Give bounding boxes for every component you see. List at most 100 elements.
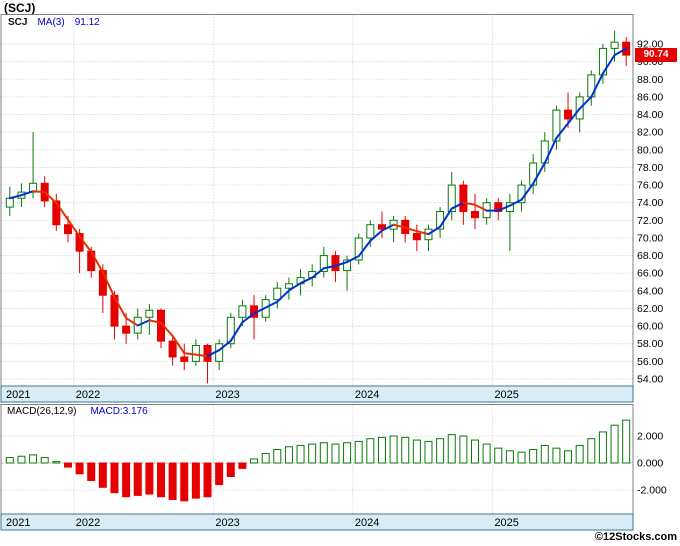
macd-bar-positive xyxy=(552,447,561,464)
candle-up xyxy=(284,283,293,289)
macd-bar-positive xyxy=(424,440,433,464)
macd-bar-positive xyxy=(389,435,398,464)
price-tick-label: 84.00 xyxy=(637,109,663,121)
candle-up xyxy=(552,109,561,142)
macd-bar-positive xyxy=(250,458,259,464)
candle-down xyxy=(564,109,573,120)
candle-down xyxy=(180,356,189,362)
macd-bar-positive xyxy=(447,434,456,464)
candle-down xyxy=(168,340,177,358)
price-tick-label: 80.00 xyxy=(637,144,663,156)
price-tick-label: 88.00 xyxy=(637,74,663,86)
copyright: ©12Stocks.com xyxy=(594,531,677,543)
candle-up xyxy=(354,237,363,261)
year-label: 2024 xyxy=(355,517,379,529)
macd-bar-positive xyxy=(343,442,352,464)
price-tick-label: 70.00 xyxy=(637,232,663,244)
candle-down xyxy=(377,224,386,230)
price-tick-label: 58.00 xyxy=(637,338,663,350)
macd-bar-negative xyxy=(122,462,131,498)
candle-up xyxy=(145,309,154,318)
macd-value: MACD:3.176 xyxy=(90,406,148,417)
year-label: 2025 xyxy=(494,389,518,401)
macd-bar-positive xyxy=(319,442,328,464)
macd-bar-positive xyxy=(412,439,421,464)
macd-bar-positive xyxy=(296,444,305,464)
candle-down xyxy=(122,325,131,334)
macd-plot-border xyxy=(0,404,634,515)
price-tick-label: 78.00 xyxy=(637,162,663,174)
macd-bar-negative xyxy=(145,462,154,495)
candle-down xyxy=(63,224,72,235)
macd-bar-negative xyxy=(87,462,96,482)
price-chart-svg: 2021 2022 2023 2024 202592.0090.0088.0086.00… xyxy=(0,14,663,403)
candle-down xyxy=(412,233,421,241)
year-label: 2021 xyxy=(6,517,30,529)
macd-tick-label: 0.000 xyxy=(637,458,663,470)
macd-bar-positive xyxy=(377,436,386,464)
macd-bar-negative xyxy=(63,462,72,468)
year-label: 2023 xyxy=(215,517,239,529)
macd-bar-negative xyxy=(110,462,119,494)
price-tick-label: 76.00 xyxy=(637,180,663,192)
ma-line xyxy=(8,47,628,358)
candle-up xyxy=(610,41,619,49)
candle-down xyxy=(203,345,212,362)
macd-x-axis: 2021 2022 2023 2024 2025 xyxy=(0,513,634,531)
price-gridlines xyxy=(1,14,633,386)
price-tick-label: 68.00 xyxy=(637,250,663,262)
macd-bar-positive xyxy=(494,447,503,464)
year-label: 2024 xyxy=(355,389,379,401)
macd-bar-positive xyxy=(29,454,38,464)
macd-bars xyxy=(5,419,631,502)
ticker-title: (SCJ) xyxy=(4,1,36,15)
price-x-axis: 2021 2022 2023 2024 2025 xyxy=(0,385,634,403)
year-label: 2023 xyxy=(215,389,239,401)
macd-bar-positive xyxy=(459,435,468,464)
price-tick-label: 72.00 xyxy=(637,215,663,227)
macd-legend: MACD(26,12,9) MACD:3.176 xyxy=(7,406,148,417)
price-tick-label: 54.00 xyxy=(637,374,663,386)
macd-bar-positive xyxy=(587,438,596,464)
year-label: 2025 xyxy=(494,517,518,529)
candle-down xyxy=(52,200,61,226)
price-legend: SCJ MA(3) 91.12 xyxy=(8,17,100,28)
legend-ma-value: 91.12 xyxy=(74,17,100,28)
candle-down xyxy=(471,211,479,219)
price-tick-label: 56.00 xyxy=(637,356,663,368)
macd-bar-positive xyxy=(284,446,293,464)
macd-bar-positive xyxy=(5,457,14,464)
macd-bar-positive xyxy=(610,424,619,464)
macd-bar-positive xyxy=(366,438,375,464)
macd-bar-positive xyxy=(482,443,491,464)
macd-bar-positive xyxy=(575,444,584,464)
price-y-axis: 92.0090.0088.0086.0084.0082.0080.0078.00… xyxy=(637,39,663,386)
macd-tick-label: -2.000 xyxy=(637,485,667,497)
legend-symbol: SCJ xyxy=(8,17,28,28)
macd-bar-positive xyxy=(529,449,538,464)
candle-up xyxy=(238,305,247,318)
macd-gridlines xyxy=(1,404,633,514)
macd-bar-negative xyxy=(226,462,235,477)
macd-bar-positive xyxy=(517,451,526,464)
macd-bar-positive xyxy=(436,438,445,464)
macd-label: MACD(26,12,9) xyxy=(7,406,77,417)
price-tick-label: 64.00 xyxy=(637,285,663,297)
price-tick-label: 62.00 xyxy=(637,303,663,315)
candle-up xyxy=(366,224,375,239)
macd-bar-positive xyxy=(540,444,549,464)
macd-bar-positive xyxy=(308,443,317,464)
macd-bar-negative xyxy=(133,462,142,496)
year-label: 2022 xyxy=(76,517,100,529)
macd-bar-positive xyxy=(471,439,479,464)
macd-bar-positive xyxy=(401,436,410,464)
macd-bar-positive xyxy=(564,450,573,464)
macd-bar-positive xyxy=(505,450,514,464)
price-tick-label: 66.00 xyxy=(637,268,663,280)
macd-bar-negative xyxy=(191,462,200,499)
candle-up xyxy=(447,184,456,213)
macd-bar-positive xyxy=(40,457,49,464)
macd-bar-positive xyxy=(598,431,607,464)
candle-down xyxy=(459,184,468,213)
macd-bar-positive xyxy=(331,443,340,464)
